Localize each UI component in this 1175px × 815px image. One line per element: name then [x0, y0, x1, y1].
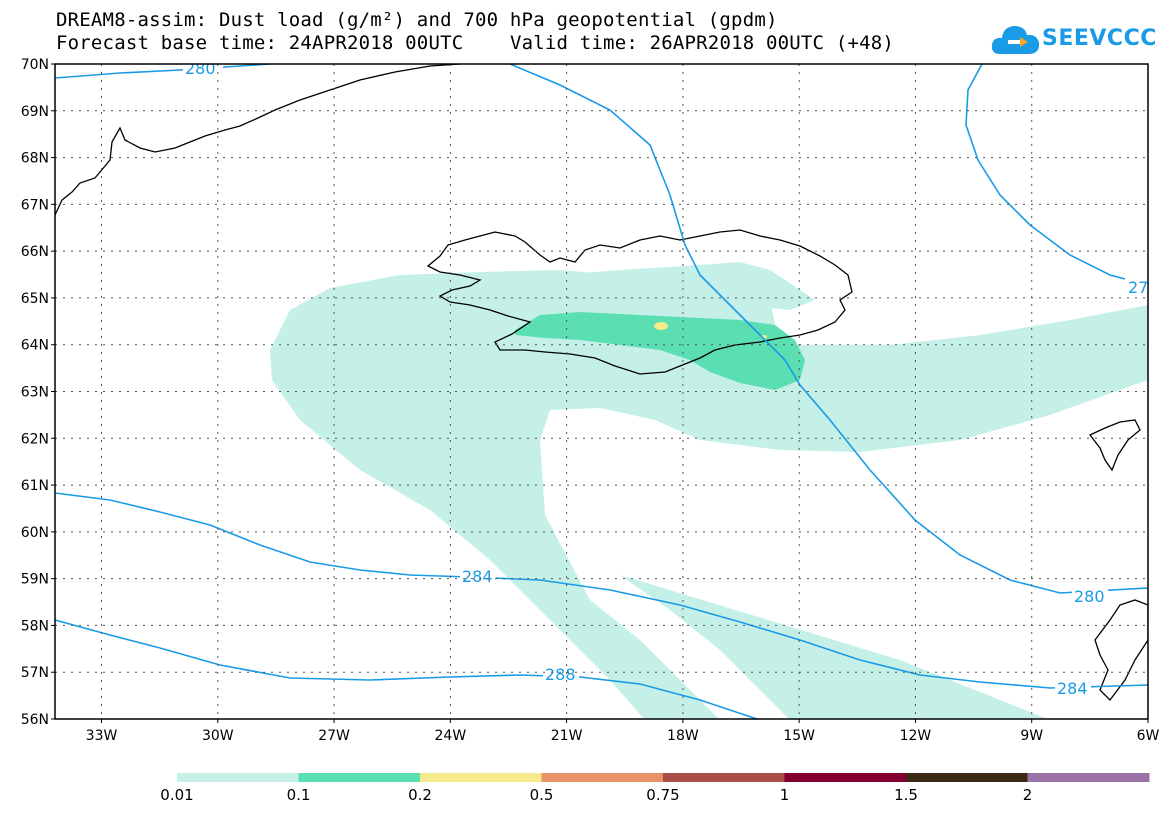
forecast-base-time: Forecast base time: 24APR2018 00UTC [56, 32, 464, 54]
lat-tick-label: 58N [21, 618, 49, 634]
lon-tick-label: 30W [202, 728, 234, 744]
contour-label: 280 [1074, 587, 1105, 606]
colorbar-segment [784, 773, 907, 782]
lon-tick-label: 27W [318, 728, 350, 744]
contour-labels: 280 27 284 280 288 284 [183, 59, 1148, 698]
lat-tick-label: 61N [21, 478, 49, 494]
colorbar-label: 1 [780, 786, 790, 804]
contour-label: 284 [462, 567, 493, 586]
lon-tick-label: 21W [551, 728, 583, 744]
lat-tick-label: 64N [21, 338, 49, 354]
contour-label: 288 [545, 665, 576, 684]
colorbar-segment [1027, 773, 1150, 782]
lat-tick-label: 69N [21, 104, 49, 120]
lon-tick-label: 9W [1020, 728, 1043, 744]
latitude-axis: 70N 69N 68N 67N 66N 65N 64N 63N 62N 61N 60N 59N 58N 5… [21, 57, 55, 728]
colorbar-label: 0.75 [646, 786, 679, 804]
lon-tick-label: 6W [1137, 728, 1160, 744]
colorbar-label: 1.5 [894, 786, 918, 804]
colorbar-label: 0.5 [530, 786, 554, 804]
contour-label: 284 [1057, 679, 1088, 698]
map-grid [55, 64, 1148, 719]
map-title: DREAM8-assim: Dust load (g/m²) and 700 h… [56, 9, 778, 31]
valid-time: Valid time: 26APR2018 00UTC (+48) [509, 32, 895, 54]
colorbar-segment [420, 773, 542, 782]
colorbar: 0.01 0.1 0.2 0.5 0.75 1 1.5 2 [160, 773, 1150, 804]
lat-tick-label: 65N [21, 291, 49, 307]
lat-tick-label: 62N [21, 431, 49, 447]
contour-label: 280 [185, 59, 216, 78]
colorbar-label: 2 [1023, 786, 1033, 804]
lon-tick-label: 18W [667, 728, 699, 744]
lat-tick-label: 60N [21, 525, 49, 541]
colorbar-segment [541, 773, 664, 782]
colorbar-segment [663, 773, 785, 782]
cloud-icon [991, 26, 1040, 54]
seevccc-logo: SEEVCCC [990, 20, 1160, 60]
lon-tick-label: 12W [900, 728, 932, 744]
colorbar-label: 0.2 [408, 786, 432, 804]
lon-tick-label: 24W [435, 728, 467, 744]
lat-tick-label: 63N [21, 385, 49, 401]
colorbar-label: 0.1 [287, 786, 311, 804]
lat-tick-label: 67N [21, 197, 49, 213]
lon-tick-label: 15W [783, 728, 815, 744]
dust-load-medium-region [515, 312, 805, 390]
lon-tick-label: 33W [86, 728, 118, 744]
geopotential-contours [55, 64, 1148, 719]
coastlines [55, 64, 1148, 701]
lat-tick-label: 56N [21, 712, 49, 728]
lat-tick-label: 59N [21, 572, 49, 588]
lat-tick-label: 57N [21, 665, 49, 681]
colorbar-segment [177, 773, 299, 782]
lat-tick-label: 66N [21, 244, 49, 260]
lat-tick-label: 70N [21, 57, 49, 73]
longitude-axis: 33W 30W 27W 24W 21W 18W 15W 12W 9W 6W [86, 719, 1160, 744]
map-subtitle: Forecast base time: 24APR2018 00UTC Vali… [56, 33, 894, 53]
colorbar-segment [298, 773, 421, 782]
contour-label: 27 [1128, 278, 1148, 297]
lat-tick-label: 68N [21, 151, 49, 167]
logo-text: SEEVCCC [1042, 26, 1157, 51]
colorbar-segment [906, 773, 1028, 782]
colorbar-label: 0.01 [160, 786, 193, 804]
